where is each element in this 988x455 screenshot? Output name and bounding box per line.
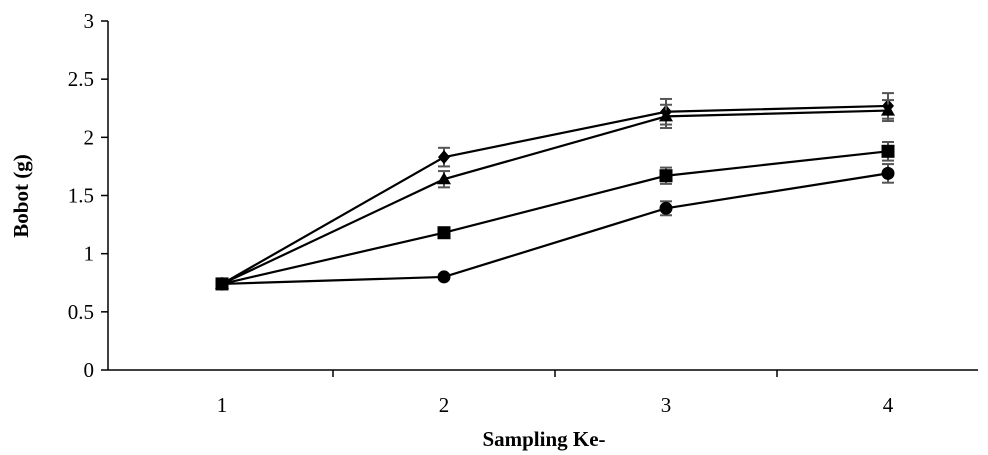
series-circle <box>215 163 895 291</box>
series-square <box>215 140 895 291</box>
data-point-circle <box>437 270 451 284</box>
data-point-square <box>659 169 673 183</box>
series-line <box>221 104 889 285</box>
y-tick-label: 0.5 <box>68 300 94 324</box>
series-line <box>221 109 889 285</box>
series-triangle <box>215 99 895 289</box>
data-point-circle <box>659 201 673 215</box>
data-point-circle <box>215 277 229 291</box>
data-point-triangle <box>437 172 451 185</box>
y-tick-label: 1.5 <box>68 184 94 208</box>
data-point-diamond <box>438 150 450 165</box>
data-point-triangle <box>659 109 673 122</box>
series-line <box>221 150 889 285</box>
y-tick-label: 0 <box>84 358 95 382</box>
y-tick-label: 2 <box>84 125 95 149</box>
data-point-circle <box>881 166 895 180</box>
y-tick-label: 3 <box>84 9 95 33</box>
data-point-square <box>881 144 895 158</box>
series-layer <box>215 92 895 291</box>
data-point-square <box>437 226 451 240</box>
y-axis-title: Bobot (g) <box>9 154 33 237</box>
y-axis-ticks: 0 0.5 1 1.5 2 2.5 3 <box>68 9 108 382</box>
x-tick-label: 2 <box>439 393 450 417</box>
x-tick-label: 1 <box>217 393 228 417</box>
x-tick-label: 4 <box>883 393 894 417</box>
data-point-triangle <box>881 103 895 116</box>
x-tick-label: 3 <box>661 393 672 417</box>
y-tick-label: 1 <box>84 242 95 266</box>
y-tick-label: 2.5 <box>68 67 94 91</box>
series-line <box>221 172 889 286</box>
x-axis-title: Sampling Ke- <box>482 427 605 451</box>
x-axis-ticks: 1 2 3 4 <box>217 370 894 417</box>
